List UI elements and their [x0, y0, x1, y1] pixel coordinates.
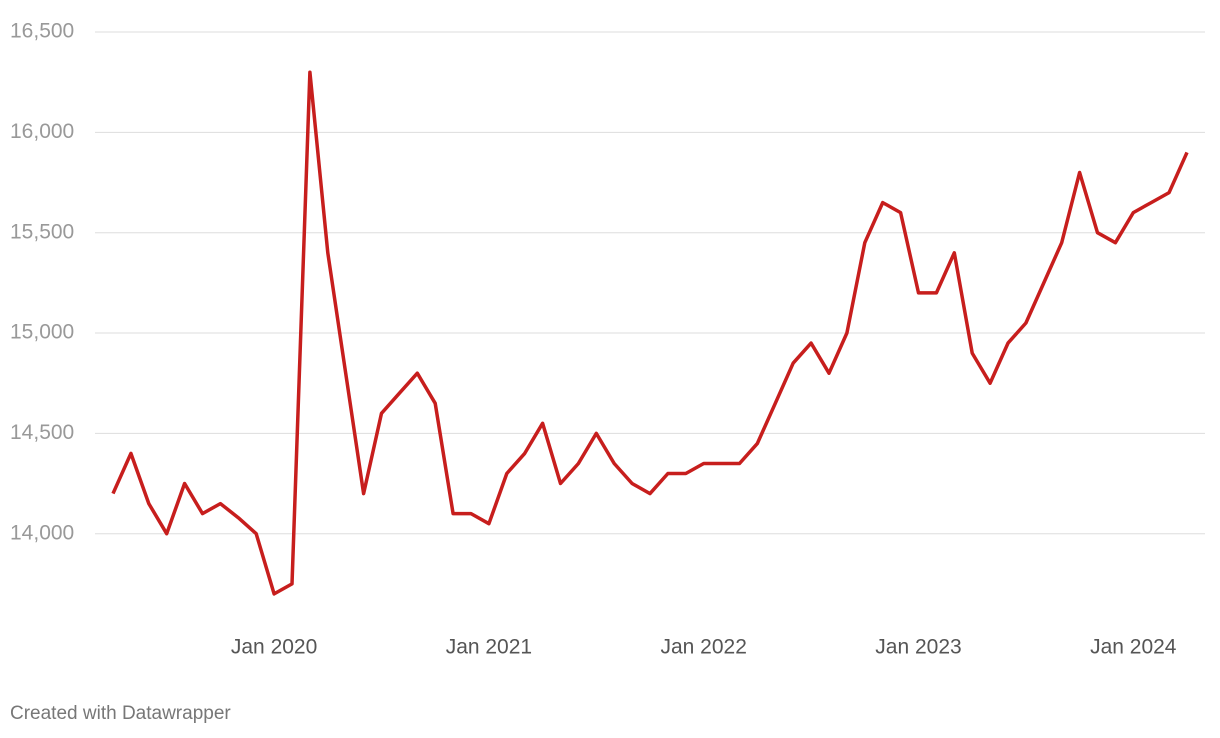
footer: Created with Datawrapper: [10, 703, 231, 724]
x-tick-label: Jan 2024: [1090, 636, 1177, 659]
x-tick-label: Jan 2023: [875, 636, 961, 659]
y-tick-label: 16,000: [10, 120, 74, 143]
y-tick-label: 14,000: [10, 521, 74, 544]
x-tick-label: Jan 2022: [660, 636, 746, 659]
x-tick-label: Jan 2020: [231, 636, 317, 659]
y-tick-label: 14,500: [10, 421, 74, 444]
y-tick-label: 15,500: [10, 220, 74, 243]
y-tick-label: 15,000: [10, 321, 74, 344]
y-tick-label: 16,500: [10, 20, 74, 43]
x-tick-label: Jan 2021: [446, 636, 532, 659]
line: [111, 70, 1189, 596]
